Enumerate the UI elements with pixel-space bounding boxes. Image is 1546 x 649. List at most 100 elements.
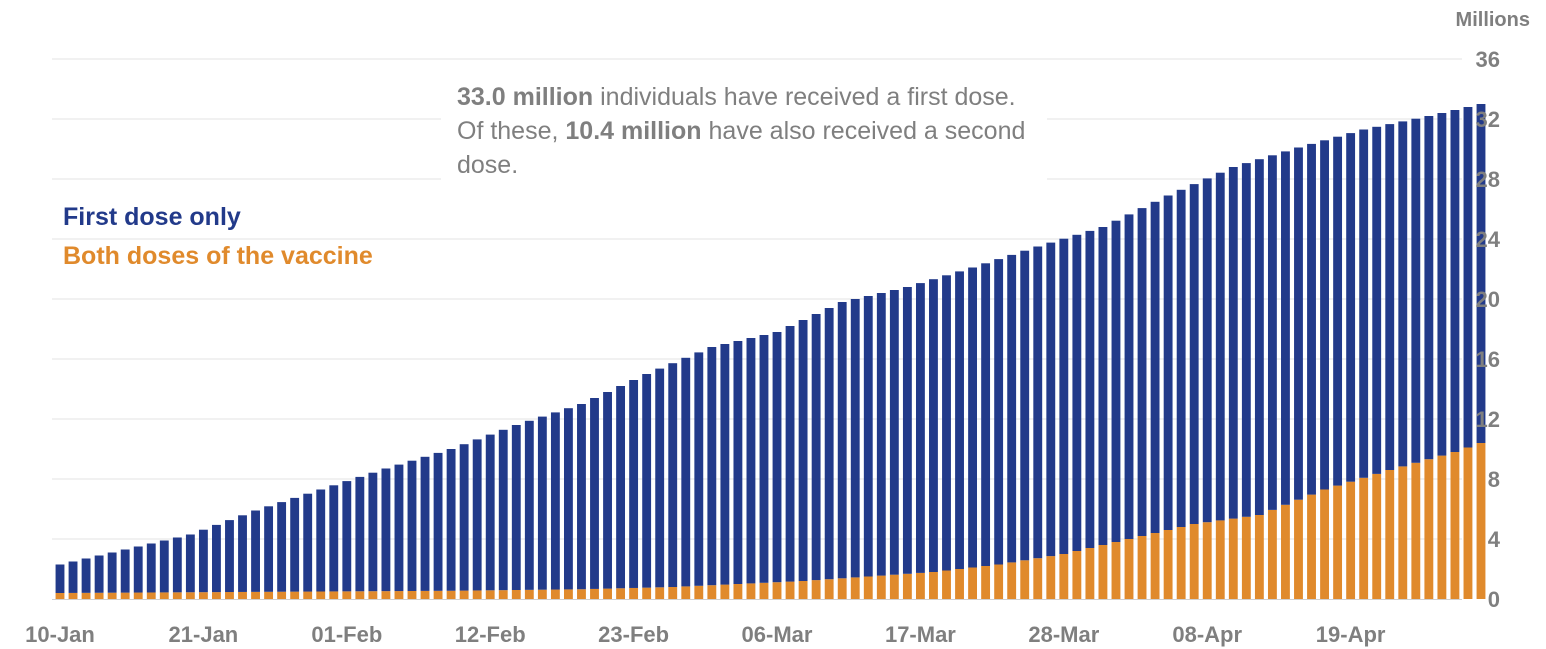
bar-both-doses	[1176, 527, 1186, 599]
bar-first-dose	[68, 561, 78, 593]
bar-first-dose	[485, 434, 495, 591]
bar-both-doses	[981, 566, 991, 599]
bar-both-doses	[1163, 530, 1173, 599]
bar-both-doses	[172, 592, 182, 599]
y-axis-ticks: 0 4 8 12 16 20 24 28 32 36	[1476, 47, 1501, 612]
bar-both-doses	[811, 580, 821, 599]
y-tick-label: 0	[1488, 587, 1500, 612]
bar-first-dose	[550, 412, 560, 590]
bar-both-doses	[524, 589, 534, 599]
bar-both-doses	[1020, 560, 1030, 599]
bar-both-doses	[264, 591, 274, 599]
bar-first-dose	[290, 497, 300, 592]
x-tick-label: 19-Apr	[1316, 622, 1386, 647]
bar-first-dose	[537, 416, 547, 590]
bar-first-dose	[342, 481, 352, 592]
both-doses-bars	[55, 443, 1486, 599]
bar-both-doses	[929, 572, 938, 599]
bar-first-dose	[759, 335, 769, 583]
bar-first-dose	[381, 468, 391, 592]
bar-both-doses	[746, 583, 756, 599]
annotation-first-dose-total: 33.0 million	[457, 83, 594, 111]
bar-first-dose	[994, 259, 1004, 565]
bar-first-dose	[316, 489, 326, 592]
bar-both-doses	[1359, 477, 1369, 599]
x-tick-label: 28-Mar	[1028, 622, 1099, 647]
bar-first-dose	[264, 506, 274, 592]
x-tick-label: 12-Feb	[455, 622, 526, 647]
bar-both-doses	[1124, 539, 1134, 599]
bar-both-doses	[107, 592, 117, 599]
annotation-text-1: individuals have received a first dose. …	[457, 83, 1016, 145]
bar-both-doses	[355, 591, 365, 599]
bar-first-dose	[1437, 113, 1447, 456]
bar-first-dose	[407, 460, 417, 591]
bar-both-doses	[1372, 473, 1382, 599]
bar-both-doses	[694, 585, 704, 599]
bar-first-dose	[733, 341, 743, 584]
bar-both-doses	[915, 572, 925, 599]
bar-first-dose	[1085, 230, 1095, 548]
bar-first-dose	[1189, 184, 1199, 524]
bar-first-dose	[1359, 129, 1369, 478]
bar-both-doses	[498, 590, 508, 599]
bar-both-doses	[603, 588, 612, 599]
bar-both-doses	[1228, 518, 1238, 599]
bar-both-doses	[563, 589, 573, 599]
bar-both-doses	[146, 592, 156, 599]
bar-first-dose	[511, 425, 521, 590]
bar-first-dose	[798, 320, 808, 581]
bar-both-doses	[120, 592, 130, 599]
annotation-text-2: have also received a second dose.	[457, 117, 1026, 179]
bar-both-doses	[1450, 452, 1460, 599]
y-tick-label: 28	[1476, 167, 1500, 192]
bar-first-dose	[1385, 124, 1395, 470]
y-tick-label: 8	[1488, 467, 1500, 492]
bar-first-dose	[981, 263, 991, 566]
bar-first-dose	[1476, 104, 1486, 443]
bar-first-dose	[238, 515, 247, 592]
bar-both-doses	[550, 589, 560, 599]
bar-first-dose	[1150, 201, 1160, 534]
bar-both-doses	[837, 578, 847, 599]
annotation-second-dose-total: 10.4 million	[565, 117, 702, 145]
bar-first-dose	[1098, 227, 1108, 545]
bar-both-doses	[94, 592, 104, 599]
bar-first-dose	[1281, 151, 1290, 505]
y-axis-unit: Millions	[1456, 9, 1530, 31]
bar-both-doses	[759, 582, 769, 599]
bar-both-doses	[1215, 520, 1225, 599]
bar-both-doses	[707, 585, 717, 599]
bar-both-doses	[133, 592, 143, 599]
legend-first-dose: First dose only	[63, 203, 241, 231]
y-tick-label: 20	[1476, 287, 1500, 312]
bar-first-dose	[159, 540, 169, 593]
bar-first-dose	[863, 296, 873, 577]
bar-first-dose	[185, 534, 195, 593]
bar-both-doses	[642, 587, 652, 599]
bar-both-doses	[303, 591, 313, 599]
bar-first-dose	[212, 524, 221, 593]
bar-first-dose	[1307, 143, 1316, 495]
bar-first-dose	[929, 279, 938, 572]
bar-first-dose	[1176, 189, 1186, 528]
bar-first-dose	[616, 386, 626, 589]
bar-first-dose	[1267, 155, 1277, 510]
bar-both-doses	[68, 592, 78, 599]
bar-both-doses	[1463, 447, 1473, 599]
bar-both-doses	[1281, 504, 1290, 599]
bar-first-dose	[915, 283, 925, 573]
bar-first-dose	[1463, 107, 1473, 448]
bar-both-doses	[159, 592, 169, 599]
bar-both-doses	[394, 591, 404, 599]
bar-both-doses	[720, 584, 730, 599]
bar-first-dose	[198, 529, 208, 593]
bar-both-doses	[1320, 489, 1329, 599]
bar-both-doses	[1241, 516, 1251, 599]
bar-first-dose	[107, 552, 117, 593]
bar-first-dose	[1202, 178, 1212, 523]
x-tick-label: 01-Feb	[311, 622, 382, 647]
bar-first-dose	[603, 392, 612, 589]
bar-both-doses	[994, 564, 1004, 599]
bar-both-doses	[368, 591, 378, 599]
